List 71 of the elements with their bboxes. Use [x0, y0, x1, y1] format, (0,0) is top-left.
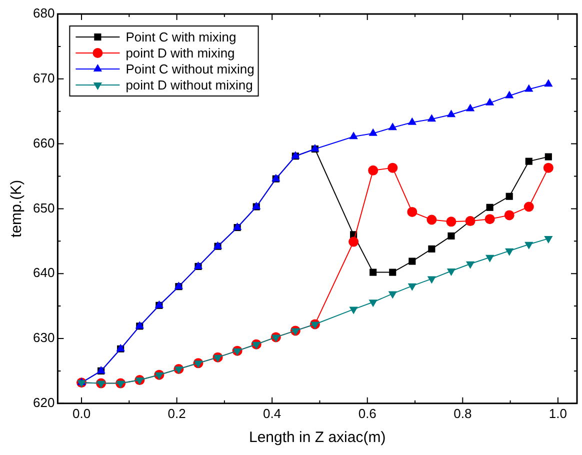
y-tick-label: 640: [32, 265, 55, 280]
point: [272, 334, 280, 342]
point: [486, 204, 494, 211]
point: [505, 90, 514, 98]
point: [213, 354, 222, 362]
y-tick-label: 680: [32, 6, 55, 21]
point: [348, 236, 359, 247]
point: [154, 372, 164, 380]
point: [96, 380, 106, 388]
point: [524, 84, 534, 92]
point: [370, 268, 377, 276]
point: [426, 214, 437, 225]
point: [408, 258, 416, 265]
point: [524, 242, 534, 250]
point: [427, 114, 436, 122]
point: [291, 328, 300, 336]
point: [427, 276, 436, 284]
point: [408, 283, 416, 291]
point: [407, 206, 418, 217]
point: [543, 162, 554, 173]
point: [388, 122, 397, 130]
point: [349, 132, 358, 140]
point: [525, 158, 532, 165]
point: [116, 380, 125, 388]
y-tick-label: 620: [32, 394, 55, 410]
point: [389, 268, 396, 276]
x-tick-label: 0.6: [358, 406, 376, 421]
point: [368, 128, 378, 136]
point: [388, 162, 398, 173]
point: [135, 378, 144, 386]
point: [506, 192, 513, 200]
x-tick-label: 0.2: [168, 406, 186, 421]
point: [466, 104, 475, 112]
y-tick-label: 660: [32, 135, 55, 150]
point: [252, 342, 261, 350]
x-axis-title: Length in Z axiac(m): [248, 429, 386, 446]
point: [428, 245, 436, 252]
point: [448, 232, 455, 240]
point: [388, 291, 397, 299]
point: [349, 306, 358, 314]
x-tick-label: 1.0: [548, 406, 567, 421]
legend-label: Point C without mixing: [126, 62, 254, 77]
point: [446, 110, 456, 118]
legend-label: Point C with mixing: [126, 30, 236, 45]
point: [484, 214, 495, 224]
point: [524, 202, 534, 212]
point: [310, 322, 320, 330]
point: [485, 254, 494, 262]
point: [446, 268, 456, 276]
legend-label: point D with mixing: [126, 46, 235, 61]
x-tick-label: 0.0: [72, 406, 91, 421]
point: [504, 210, 514, 220]
y-axis-title: temp.(K): [8, 180, 26, 238]
point: [466, 261, 475, 269]
point: [368, 300, 378, 308]
y-tick-label: 650: [32, 200, 55, 216]
point: [505, 248, 514, 256]
point: [485, 98, 494, 106]
point: [194, 360, 203, 368]
y-tick-label: 670: [32, 70, 55, 86]
point: [368, 165, 378, 176]
x-tick-label: 0.8: [454, 406, 472, 421]
point: [232, 348, 242, 356]
point: [544, 153, 552, 160]
legend-label: point D without mixing: [126, 78, 253, 93]
y-tick-label: 630: [32, 330, 55, 346]
point: [544, 79, 553, 87]
point: [408, 117, 416, 125]
point: [446, 216, 456, 227]
x-tick-label: 0.4: [263, 406, 282, 421]
point: [174, 366, 184, 374]
